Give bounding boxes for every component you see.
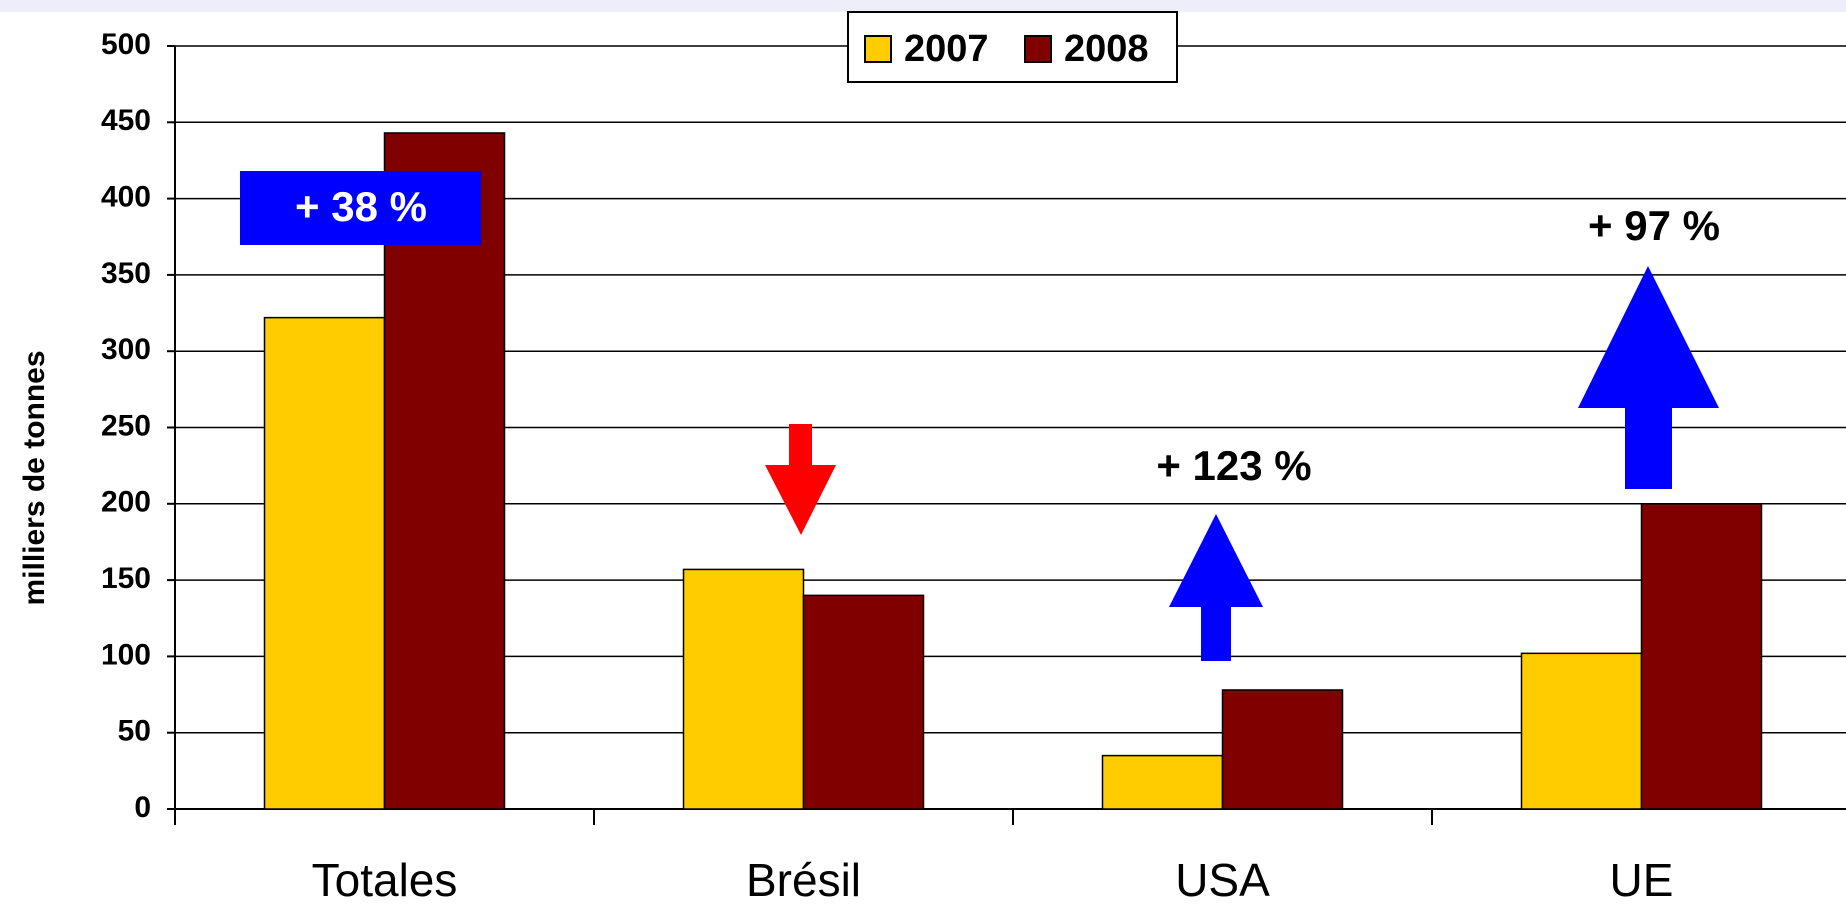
bar xyxy=(1101,754,1224,810)
bar xyxy=(682,568,805,810)
y-tick-label: 500 xyxy=(101,28,151,61)
y-tick-label: 400 xyxy=(101,181,151,214)
y-axis-label: milliers de tonnes xyxy=(18,350,51,605)
annotation: + 97 % xyxy=(1588,202,1720,249)
top-strip xyxy=(0,0,1846,12)
y-tick-label: 300 xyxy=(101,333,151,366)
y-tick-label: 100 xyxy=(101,638,151,671)
legend-box xyxy=(847,11,1178,83)
legend-swatch xyxy=(1024,35,1052,63)
x-tick-label: Brésil xyxy=(746,854,861,906)
y-tick-label: 350 xyxy=(101,257,151,290)
x-tick-label: USA xyxy=(1175,854,1270,906)
annotation: + 38 % xyxy=(295,183,427,230)
x-tick-label: UE xyxy=(1610,854,1674,906)
legend-swatch xyxy=(864,35,892,63)
x-tick-label: Totales xyxy=(312,854,458,906)
bar xyxy=(1520,652,1643,810)
bar xyxy=(1640,503,1763,810)
down-arrow xyxy=(765,424,836,535)
bar xyxy=(1221,689,1344,810)
y-tick-label: 200 xyxy=(101,486,151,519)
bars xyxy=(263,132,1763,810)
legend-label: 2008 xyxy=(1064,28,1149,70)
bar xyxy=(802,594,925,810)
bar xyxy=(263,316,386,810)
y-tick-label: 450 xyxy=(101,104,151,137)
y-tick-label: 50 xyxy=(118,715,151,748)
up-arrow xyxy=(1578,266,1719,489)
up-arrow xyxy=(1169,514,1263,661)
y-tick-label: 150 xyxy=(101,562,151,595)
y-tick-label: 0 xyxy=(134,791,151,824)
bar xyxy=(383,132,506,810)
legend-label: 2007 xyxy=(904,28,989,70)
y-tick-label: 250 xyxy=(101,409,151,442)
annotation: + 123 % xyxy=(1156,442,1311,489)
annotation-box xyxy=(240,171,481,245)
legend: 2007 2008 xyxy=(847,11,1178,83)
